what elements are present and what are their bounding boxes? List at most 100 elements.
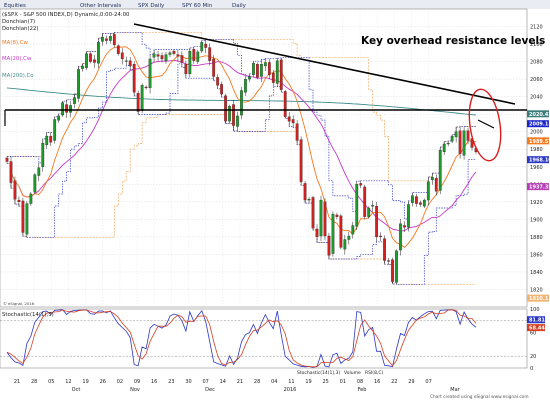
candle-body [426, 181, 430, 201]
candle-body [116, 45, 120, 54]
stochastic-d-line [6, 309, 477, 368]
stochastic-tick-label: 0 [530, 366, 533, 372]
price-panel [0, 8, 528, 308]
price-tag-box [527, 183, 549, 191]
toolbar-spy-60-min[interactable]: SPY 60 Min [182, 3, 213, 9]
candle-body [236, 115, 239, 127]
candle-body [93, 59, 96, 63]
candle-body [112, 34, 116, 46]
candle-body [256, 64, 259, 78]
candle-body [124, 60, 128, 62]
esignal-credit: Chart created using eSignal www.esignal.… [430, 394, 529, 400]
price-tick-label: 2080 [530, 60, 543, 66]
candle-body [339, 215, 343, 248]
ticker-line: ($SPX - S&P 500 INDEX,D) Dynamic,0:00-24… [2, 12, 130, 18]
candle-body [343, 239, 347, 250]
tab-stochastic[interactable]: Stochastic(14(1),3) [297, 370, 340, 376]
candle-body [355, 184, 359, 227]
candle-body [367, 207, 371, 217]
toolbar-equities[interactable]: Equities [4, 3, 26, 9]
toolbar-daily[interactable]: Daily [232, 3, 247, 9]
candle-body [41, 142, 45, 167]
candle-body [271, 72, 275, 83]
candle-body [176, 54, 180, 57]
tab-volume[interactable]: Volume [344, 370, 361, 376]
candle-body [383, 238, 386, 261]
candle-body [267, 62, 271, 75]
footer-tabs[interactable]: Stochastic(14(1),3) Volume RSI(8,C) [297, 370, 384, 376]
candle-body [303, 183, 307, 201]
price-tag-label: 1937.35 [529, 185, 550, 191]
candle-body [454, 131, 458, 138]
toolbar-items[interactable]: Equities Other Intervals SPX Daily SPY 6… [4, 3, 247, 9]
candle-body [418, 202, 422, 205]
stochastic-tick-label: 60 [530, 331, 536, 337]
candle-body [347, 235, 351, 240]
resistance-lines [4, 23, 527, 129]
candle-body [307, 199, 311, 201]
x-tick-label: 28 [31, 379, 37, 385]
x-tick-label: 02 [117, 379, 123, 385]
price-tick-label: 1820 [530, 287, 543, 293]
candle-body [395, 250, 398, 283]
candle-body [184, 64, 188, 75]
x-tick-label: 07 [202, 379, 208, 385]
candle-body [442, 143, 446, 153]
candle-body [263, 62, 267, 67]
candle-body [65, 104, 69, 113]
candle-body [315, 228, 319, 238]
candle-body [97, 42, 100, 64]
candle-body [69, 105, 72, 113]
candle-body [411, 195, 414, 203]
x-month-label: Dec [205, 387, 215, 393]
price-tag-label: 2020.42 [529, 112, 550, 118]
price-tag-label: 1989.57 [529, 139, 550, 145]
candle-body [359, 183, 363, 186]
candle-body [128, 60, 132, 67]
x-tick-label: 14 [220, 379, 226, 385]
candle-body [164, 54, 168, 61]
candle-body [53, 119, 57, 141]
candle-body [89, 53, 92, 62]
x-tick-label: 21 [14, 379, 20, 385]
candle-body [224, 95, 227, 122]
stochastic-tick-label: 20 [530, 354, 536, 360]
price-tick-label: 2040 [530, 95, 543, 101]
toolbar-spx-daily[interactable]: SPX Daily [138, 3, 165, 9]
candle-body [414, 196, 418, 204]
candle-body [104, 38, 108, 41]
x-tick-label: 07 [425, 379, 431, 385]
stochastic-grid [0, 320, 527, 357]
candle-body [140, 85, 144, 111]
candle-body [327, 235, 331, 256]
candle-body [403, 225, 406, 228]
price-tick-label: 2000 [530, 130, 543, 136]
candle-body [450, 135, 454, 142]
candle-body [399, 223, 402, 251]
x-tick-label: 11 [288, 379, 294, 385]
x-axis: 21 28 05 12 19 26 02 09 16 23 30 07 14 21 28 04 11 19 25 01… [14, 379, 461, 393]
x-month-label: Nov [130, 387, 140, 393]
candle-body [212, 58, 216, 77]
candle-body [363, 186, 367, 217]
candle-body [172, 50, 176, 54]
price-tick-label: 2060 [530, 77, 543, 83]
candle-body [204, 43, 208, 48]
tab-rsi[interactable]: RSI(8,C) [365, 370, 384, 376]
price-tick-label: 1980 [530, 147, 543, 153]
candle-body [160, 55, 164, 60]
candle-body [458, 130, 462, 154]
price-tag-label: 1968.10 [529, 158, 550, 164]
candle-body [446, 142, 450, 145]
price-tag-label: 1810.1 [529, 296, 549, 302]
candle-body [232, 104, 235, 126]
candle-body [466, 130, 470, 141]
legend-donchian22: Donchian(22) [2, 26, 39, 32]
candle-body [438, 149, 442, 191]
candle-body [85, 53, 88, 68]
candle-body [323, 201, 327, 237]
price-tick-label: 1900 [530, 217, 543, 223]
toolbar-other-intervals[interactable]: Other Intervals [80, 3, 121, 9]
candle-body [287, 116, 291, 122]
